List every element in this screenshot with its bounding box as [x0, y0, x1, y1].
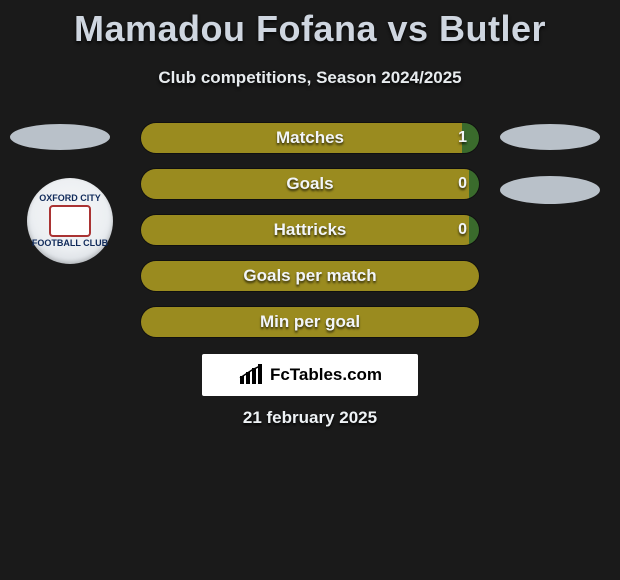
stat-value-right: 0: [458, 215, 467, 245]
badge-shield: [49, 205, 91, 237]
stat-row: Min per goal: [140, 306, 480, 338]
badge-line2: FOOTBALL CLUB: [32, 239, 108, 248]
stat-row: Hattricks0: [140, 214, 480, 246]
subtitle: Club competitions, Season 2024/2025: [0, 68, 620, 88]
ellipse-top-left: [10, 124, 110, 150]
stat-row: Goals0: [140, 168, 480, 200]
brand-label: FcTables.com: [270, 365, 382, 385]
stat-value-right: 0: [458, 169, 467, 199]
stat-row: Matches1: [140, 122, 480, 154]
stat-row: Goals per match: [140, 260, 480, 292]
stat-label: Hattricks: [141, 215, 479, 245]
brand-bars-icon: [238, 364, 264, 386]
date-text: 21 february 2025: [0, 408, 620, 428]
badge-line1: OXFORD CITY: [32, 194, 108, 203]
ellipse-top-right: [500, 124, 600, 150]
stat-label: Goals: [141, 169, 479, 199]
page-title: Mamadou Fofana vs Butler: [0, 0, 620, 50]
stat-value-right: 1: [458, 123, 467, 153]
club-badge: OXFORD CITY FOOTBALL CLUB: [27, 178, 113, 264]
stat-label: Goals per match: [141, 261, 479, 291]
stats-container: Matches1Goals0Hattricks0Goals per matchM…: [140, 122, 480, 352]
ellipse-mid-right: [500, 176, 600, 204]
stat-label: Matches: [141, 123, 479, 153]
stat-label: Min per goal: [141, 307, 479, 337]
brand-box: FcTables.com: [202, 354, 418, 396]
